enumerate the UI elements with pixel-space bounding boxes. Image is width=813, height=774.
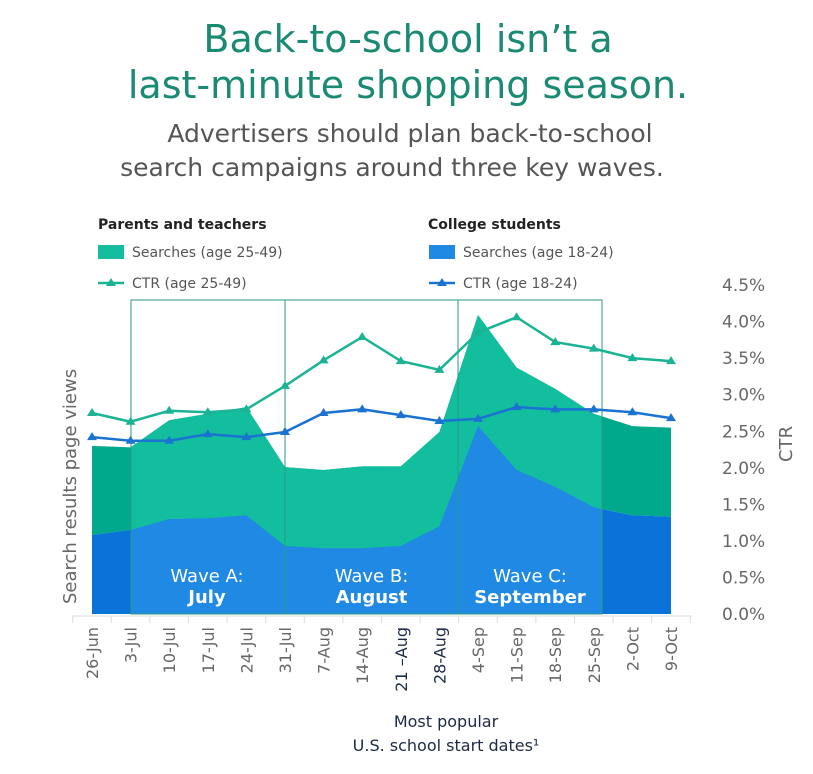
line-ctr-25-49 <box>91 315 672 424</box>
x-tick-label: 3-Jul <box>122 627 141 663</box>
marker-ctr-18-24 <box>241 432 252 441</box>
legend-heading-parents: Parents and teachers <box>98 217 267 233</box>
x-tick-label: 4-Sep <box>469 627 488 673</box>
y-axis-label-right: CTR <box>776 426 797 462</box>
legend-marker-ctr-25-49 <box>106 278 116 286</box>
marker-ctr-18-24 <box>318 407 329 416</box>
wave-label: Wave A: <box>170 566 243 587</box>
y-tick-label-right: 3.5% <box>722 349 765 369</box>
marker-ctr-25-49 <box>473 327 483 336</box>
x-tick-label: 31-Jul <box>276 627 295 673</box>
marker-ctr-25-49 <box>550 337 561 346</box>
wave-month: August <box>336 587 408 608</box>
legend-swatch-searches-25-49 <box>98 245 124 259</box>
marker-ctr-25-49 <box>434 364 445 373</box>
marker-ctr-25-49 <box>666 356 676 365</box>
title-line-1: Back-to-school isn’t a <box>203 17 612 61</box>
marker-ctr-18-24 <box>666 413 676 422</box>
legend-label-searches-25-49: Searches (age 25-49) <box>132 245 283 261</box>
marker-ctr-18-24 <box>588 404 599 413</box>
marker-ctr-25-49 <box>357 331 368 340</box>
x-tick-label: 25-Sep <box>585 627 604 683</box>
marker-ctr-18-24 <box>202 429 213 438</box>
x-tick-label: 24-Jul <box>237 627 256 673</box>
legend: Parents and teachers Searches (age 25-49… <box>98 217 614 292</box>
marker-ctr-25-49 <box>627 353 638 362</box>
wave-box-3 <box>457 299 603 615</box>
y-tick-label-right: 1.5% <box>722 495 765 515</box>
marker-ctr-18-24 <box>511 402 522 411</box>
x-tick-label: 2-Oct <box>623 627 642 671</box>
x-tick-label: 9-Oct <box>662 627 681 671</box>
marker-ctr-18-24 <box>395 410 406 419</box>
legend-label-ctr-25-49: CTR (age 25-49) <box>132 276 247 292</box>
y-tick-label-right: 3.0% <box>722 386 765 406</box>
subtitle-line-1: Advertisers should plan back-to-school <box>167 119 652 148</box>
x-tick-label: 18-Sep <box>546 627 565 683</box>
marker-ctr-18-24 <box>357 404 368 413</box>
marker-ctr-18-24 <box>434 416 445 425</box>
marker-ctr-18-24 <box>164 435 175 444</box>
x-tick-label: 28-Aug <box>430 627 449 684</box>
marker-ctr-25-49 <box>318 355 329 364</box>
legend-marker-ctr-18-24 <box>437 278 447 286</box>
x-tick-label: 11-Sep <box>508 627 527 683</box>
x-tick-label: 10-Jul <box>160 627 179 673</box>
x-tick-label: 21 –Aug <box>392 627 411 692</box>
legend-heading-college: College students <box>428 217 561 233</box>
x-axis-label-line-2: U.S. school start dates¹ <box>353 736 540 755</box>
y-tick-label-right: 4.0% <box>722 313 765 333</box>
legend-swatch-searches-18-24 <box>429 245 455 259</box>
title-line-2: last-minute shopping season. <box>128 63 688 107</box>
y-tick-label-right: 4.5% <box>722 276 765 296</box>
marker-ctr-18-24 <box>627 407 638 416</box>
x-tick-label: 7-Aug <box>315 627 334 674</box>
y-axis-label-left: Search results page views <box>60 369 81 604</box>
wave-label: Wave C: <box>493 566 567 587</box>
marker-ctr-25-49 <box>588 343 599 352</box>
wave-label: Wave B: <box>335 566 409 587</box>
marker-ctr-25-49 <box>280 380 290 389</box>
x-tick-label: 17-Jul <box>199 627 218 673</box>
subtitle-line-2: search campaigns around three key waves. <box>120 153 664 182</box>
x-tick-label: 26-Jun <box>83 627 102 679</box>
area-searches-18-24-wave <box>131 426 602 614</box>
plot-area: Wave A:July Wave B:August Wave C:September… <box>72 276 765 692</box>
marker-ctr-18-24 <box>280 426 290 435</box>
x-axis-label-line-1: Most popular <box>394 712 499 731</box>
x-tick-label: 14-Aug <box>353 627 372 684</box>
area-searches-25-49-wave <box>131 315 602 549</box>
legend-label-searches-18-24: Searches (age 18-24) <box>463 245 614 261</box>
y-tick-label-right: 0.5% <box>722 568 765 588</box>
marker-ctr-18-24 <box>550 404 561 413</box>
wave-month: September <box>474 587 586 608</box>
marker-ctr-25-49 <box>241 404 252 413</box>
marker-ctr-25-49 <box>164 405 175 414</box>
y-tick-label-right: 1.0% <box>722 532 765 552</box>
marker-ctr-25-49 <box>125 416 136 425</box>
y-tick-label-right: 2.5% <box>722 422 765 442</box>
marker-ctr-25-49 <box>511 312 522 321</box>
legend-label-ctr-18-24: CTR (age 18-24) <box>463 276 578 292</box>
y-tick-label-right: 0.0% <box>722 605 765 625</box>
marker-ctr-25-49 <box>395 356 406 365</box>
y-tick-label-right: 2.0% <box>722 459 765 479</box>
marker-ctr-18-24 <box>87 432 97 441</box>
marker-ctr-25-49 <box>202 407 213 416</box>
wave-month: July <box>186 587 226 608</box>
line-ctr-18-24 <box>91 405 672 443</box>
marker-ctr-18-24 <box>125 435 136 444</box>
marker-ctr-18-24 <box>473 413 483 422</box>
marker-ctr-25-49 <box>87 407 97 416</box>
